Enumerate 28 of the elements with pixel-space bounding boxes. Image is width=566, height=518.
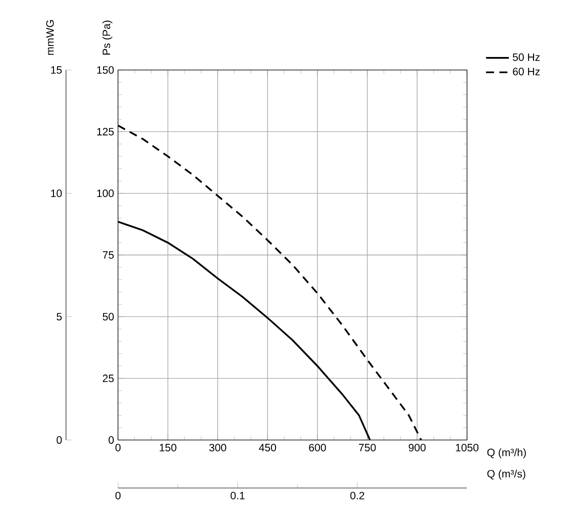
y2-tick-label: 10	[51, 190, 62, 198]
y2-tick-label: 5	[56, 312, 62, 320]
y-tick-label: 75	[102, 251, 114, 259]
y-tick-label: 150	[97, 66, 114, 74]
y2-tick-label: 0	[56, 436, 62, 444]
x-tick-label: 300	[209, 444, 226, 452]
x2-tick-label: 0.2	[350, 492, 364, 500]
x2-axis-title: Q (m³/s)	[487, 470, 526, 480]
x-tick-label: 750	[358, 444, 376, 452]
x-tick-label: 0	[115, 444, 121, 452]
x-axis-title: Q (m³/h)	[487, 448, 526, 458]
x-tick-label: 150	[160, 444, 176, 452]
x2-tick-label: 0.1	[230, 492, 245, 500]
y-axis-title: Ps (Pa)	[102, 20, 112, 55]
y-tick-label: 25	[102, 374, 114, 382]
y-tick-label: 125	[97, 128, 114, 136]
x-tick-label: 1050	[456, 444, 478, 452]
x-tick-label: 600	[309, 444, 326, 452]
x-tick-label: 900	[408, 444, 426, 452]
y2-tick-label: 15	[51, 66, 62, 74]
y-tick-label: 0	[108, 436, 114, 444]
y2-axis-title: mmWG	[46, 20, 54, 55]
legend-label: 60 Hz	[512, 68, 540, 76]
legend-label: 50 Hz	[512, 53, 540, 61]
x2-tick-label: 0	[115, 492, 121, 500]
x-tick-label: 450	[258, 444, 276, 452]
y-tick-label: 50	[102, 312, 114, 320]
y-tick-label: 100	[97, 190, 114, 198]
